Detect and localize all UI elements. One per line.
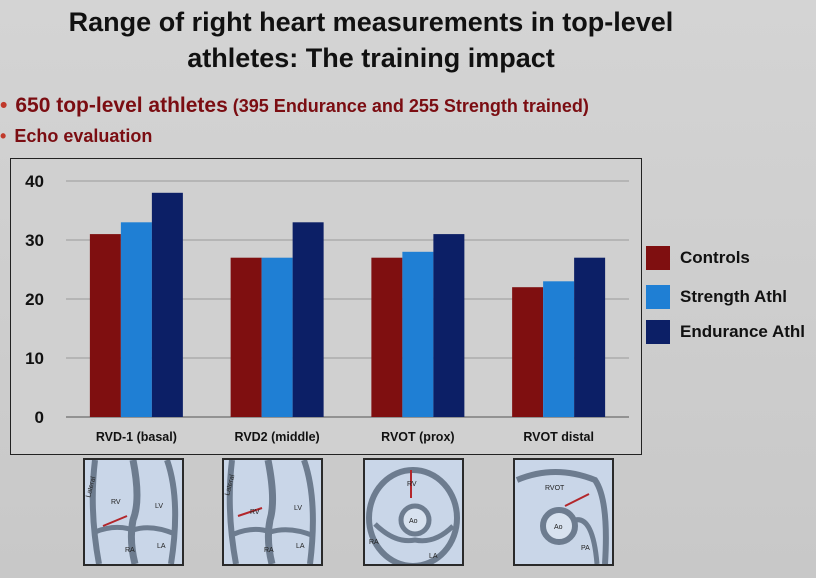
thumb-label: RA (125, 547, 135, 554)
bar-controls (512, 287, 544, 417)
legend-swatch (646, 320, 670, 344)
bullet-echo-text: Echo evaluation (14, 126, 153, 146)
thumb-label: Ao (554, 524, 563, 531)
thumb-label: RVOT (545, 485, 565, 492)
bullet-athletes: • 650 top-level athletes (395 Endurance a… (0, 94, 589, 118)
legend-label: Strength Athl (680, 287, 788, 306)
bar-controls (371, 257, 403, 417)
apical-4-chamber-echo-icon: Lateral RV LV RA LA (85, 460, 182, 564)
thumb-label: PA (581, 545, 590, 552)
thumb-label: LV (294, 505, 302, 512)
thumb-label: RV (250, 509, 260, 516)
y-tick-label: 20 (25, 290, 44, 309)
bar-endurance-athl (292, 222, 324, 417)
thumb-label: RV (111, 499, 121, 506)
echo-thumbnail-rvd2: Lateral RV LV RA LA (222, 458, 323, 566)
bar-chart: 0 10 20 30 40 RVD-1 (basal) RVD2 (middle) RVOT … (10, 158, 642, 455)
bullet-glyph: • (0, 126, 7, 146)
thumb-label: RA (264, 547, 274, 554)
x-tick-label: RVD2 (middle) (235, 430, 320, 444)
thumb-label: RA (369, 539, 379, 546)
bar-endurance-athl (433, 234, 465, 417)
x-tick-label: RVOT (prox) (381, 430, 454, 444)
bar-endurance-athl (574, 257, 606, 417)
thumb-label: LA (429, 553, 438, 560)
bullet-athletes-main: 650 top-level athletes (15, 94, 228, 117)
bar-strength-athl (261, 257, 293, 417)
thumb-label: LA (157, 543, 166, 550)
thumb-label: Ao (409, 518, 418, 525)
legend-item: Strength Athl (646, 285, 816, 309)
legend-swatch (646, 285, 670, 309)
bullet-athletes-detail: (395 Endurance and 255 Strength trained) (227, 96, 589, 116)
echo-thumbnail-rvot-prox: RV Ao RA LA (363, 458, 464, 566)
apical-4-chamber-echo-icon: Lateral RV LV RA LA (224, 460, 321, 564)
bar-strength-athl (402, 251, 434, 417)
slide-title: Range of right heart measurements in top… (0, 4, 742, 76)
legend-label: Endurance Athl (680, 322, 805, 341)
bar-strength-athl (543, 281, 575, 417)
bar-chart-svg: 0 10 20 30 40 RVD-1 (basal) RVD2 (middle) RVOT … (25, 172, 629, 444)
legend-label: Controls (680, 248, 750, 267)
bar-endurance-athl (151, 192, 183, 417)
thumb-label: RV (407, 481, 417, 488)
title-line-2: athletes: The training impact (187, 43, 555, 73)
title-line-1: Range of right heart measurements in top… (68, 7, 674, 37)
bar-strength-athl (120, 222, 152, 417)
echo-thumbnail-rvot-distal: RVOT Ao PA (513, 458, 614, 566)
y-tick-label: 0 (35, 408, 44, 427)
y-tick-label: 10 (25, 349, 44, 368)
legend-item: Controls (646, 246, 816, 270)
legend-swatch (646, 246, 670, 270)
thumb-label: LV (155, 503, 163, 510)
echo-thumbnail-rvd1: Lateral RV LV RA LA (83, 458, 184, 566)
bullet-echo: • Echo evaluation (0, 126, 152, 147)
rvot-distal-echo-icon: RVOT Ao PA (515, 460, 612, 564)
bar-controls (89, 234, 121, 417)
short-axis-rvot-echo-icon: RV Ao RA LA (365, 460, 462, 564)
thumb-label: LA (296, 543, 305, 550)
legend-item: Endurance Athl (646, 320, 816, 344)
y-tick-label: 30 (25, 231, 44, 250)
bar-controls (230, 257, 262, 417)
y-tick-label: 40 (25, 172, 44, 191)
x-tick-label: RVOT distal (523, 430, 594, 444)
x-tick-label: RVD-1 (basal) (96, 430, 177, 444)
bullet-glyph: • (0, 94, 8, 117)
